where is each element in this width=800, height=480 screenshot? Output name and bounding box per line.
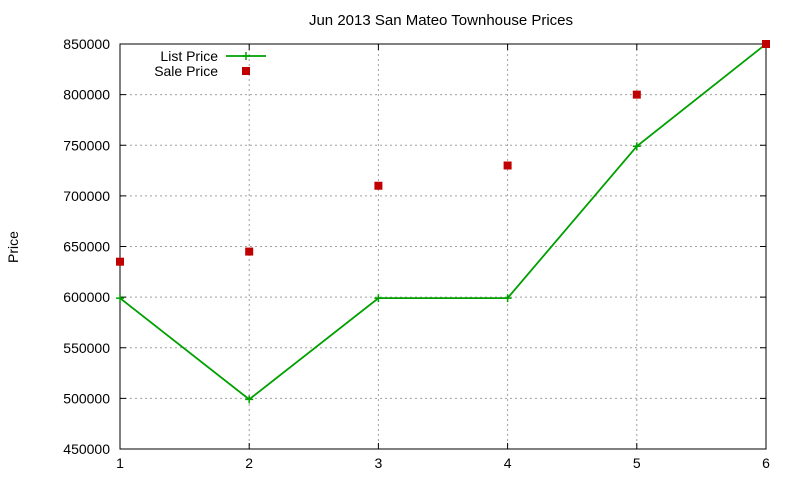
data-point-sale-price <box>632 90 641 99</box>
data-point-sale-price <box>245 247 254 256</box>
grid <box>120 44 766 449</box>
x-tick-label: 6 <box>762 455 770 471</box>
x-tick-label: 2 <box>245 455 253 471</box>
y-tick-label: 650000 <box>63 239 110 255</box>
data-point-sale-price <box>116 257 124 266</box>
y-tick-label: 450000 <box>63 441 110 457</box>
y-tick-label: 550000 <box>63 340 110 356</box>
data-point-list-price <box>374 294 383 303</box>
y-tick-label: 750000 <box>63 137 110 153</box>
data-point-sale-price <box>374 181 383 190</box>
data-point-list-price <box>503 294 512 303</box>
x-tick-label: 5 <box>633 455 641 471</box>
x-tick-label: 4 <box>504 455 512 471</box>
y-tick-label: 500000 <box>63 390 110 406</box>
data-point-sale-price <box>503 161 512 170</box>
data-point-list-price <box>632 142 641 151</box>
data-point-list-price <box>116 294 124 303</box>
series-line-list-price <box>119 43 767 401</box>
series <box>116 40 770 404</box>
y-axis-label: Price <box>5 231 21 263</box>
axes: 1 2 3 4 5 6 450000 500000 550000 600000 650000 7000… <box>63 36 770 471</box>
y-tick-label: 700000 <box>63 188 110 204</box>
x-tick-label: 3 <box>375 455 383 471</box>
y-tick-label: 600000 <box>63 289 110 305</box>
legend-label: Sale Price <box>154 63 218 79</box>
data-point-sale-price <box>762 40 770 48</box>
chart-title: Jun 2013 San Mateo Townhouse Prices <box>309 12 573 29</box>
data-point-list-price <box>245 395 254 404</box>
legend-swatch-marker <box>242 52 250 60</box>
legend-swatch-marker <box>242 67 250 75</box>
x-tick-label: 1 <box>116 455 124 471</box>
y-tick-label: 850000 <box>63 36 110 52</box>
legend-label: List Price <box>160 48 218 64</box>
y-tick-label: 800000 <box>63 87 110 103</box>
